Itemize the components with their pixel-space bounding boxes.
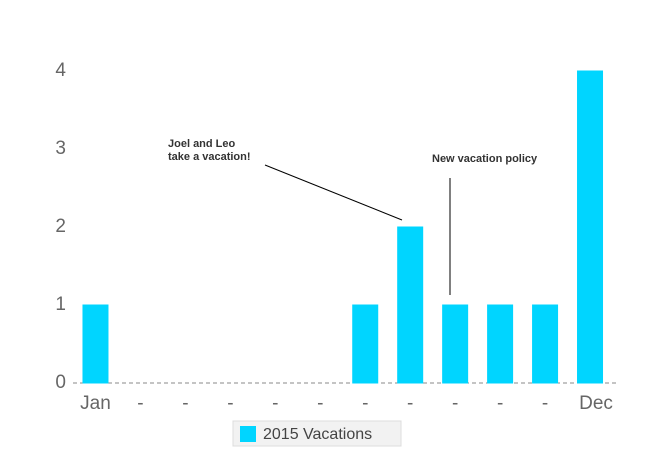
bar — [577, 70, 604, 384]
x-tick-label: - — [452, 393, 458, 414]
bar — [352, 304, 379, 384]
x-tick-label: - — [137, 393, 143, 414]
annotation-line — [264, 164, 403, 221]
x-tick-label: - — [407, 393, 413, 414]
annotation-text: Joel and Leo — [168, 138, 236, 150]
y-tick-label: 4 — [55, 60, 66, 81]
x-tick-label: - — [317, 393, 323, 414]
x-tick-label: - — [272, 393, 278, 414]
bar — [82, 304, 109, 384]
x-tick-label: - — [497, 393, 503, 414]
bar — [397, 226, 424, 384]
bar — [487, 304, 514, 384]
bar — [442, 304, 469, 384]
legend-label: 2015 Vacations — [263, 426, 372, 443]
x-tick-label: - — [227, 393, 233, 414]
x-tick-label: - — [542, 393, 548, 414]
x-tick-label: Dec — [579, 393, 613, 414]
x-tick-label: Jan — [80, 393, 111, 414]
x-tick-label: - — [362, 393, 368, 414]
y-tick-label: 0 — [55, 372, 66, 393]
y-tick-label: 1 — [55, 294, 66, 315]
legend-swatch — [240, 426, 256, 442]
annotation-text: New vacation policy — [432, 153, 538, 165]
y-tick-label: 2 — [55, 216, 66, 237]
bar — [532, 304, 559, 384]
annotation-text: take a vacation! — [168, 151, 251, 163]
legend-box — [232, 420, 402, 447]
y-tick-label: 3 — [55, 138, 66, 159]
x-tick-label: - — [182, 393, 188, 414]
